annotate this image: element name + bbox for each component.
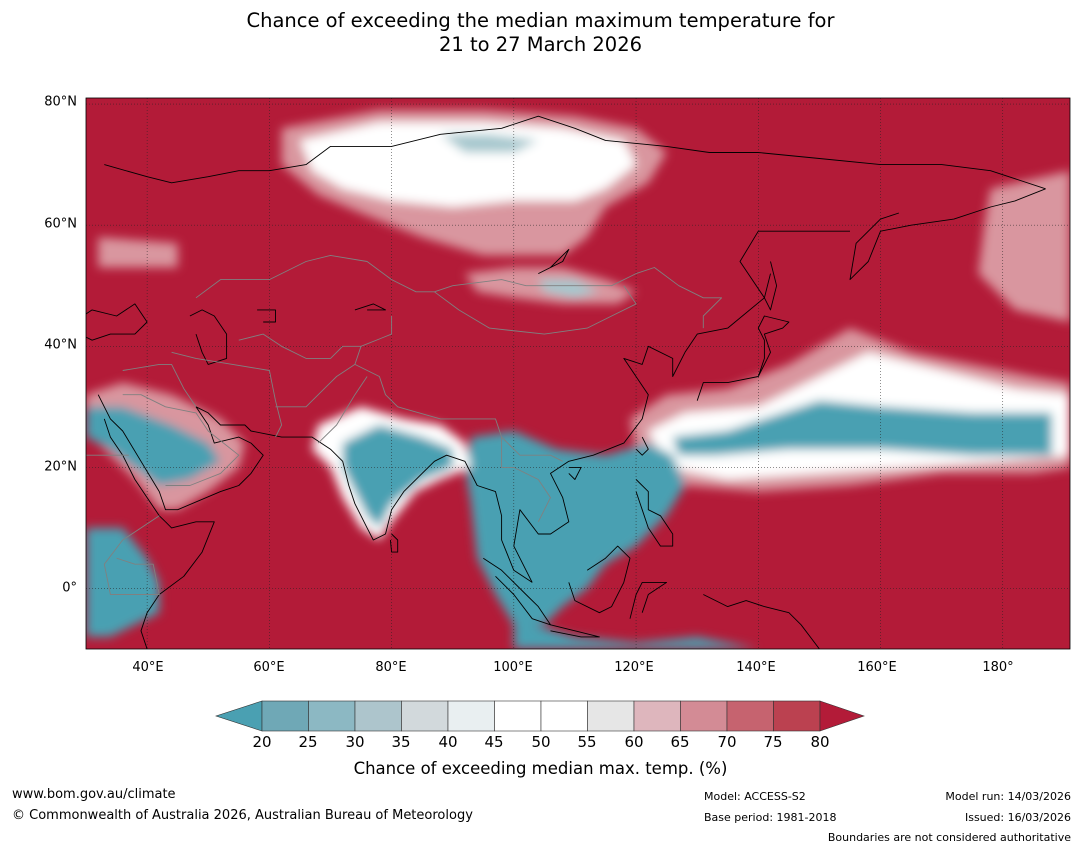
coastline-java: [550, 624, 600, 638]
lon-label-160e: 160°E: [857, 660, 897, 675]
region-mongolia-cool: [538, 279, 600, 298]
lon-label-100e: 100°E: [493, 660, 533, 675]
region-south-china-sea: [464, 431, 685, 625]
border-arabia: [122, 394, 240, 486]
colorbar-extend-low: [215, 700, 263, 732]
border-russia-kazakhstan: [195, 254, 435, 299]
colorbar-tick: 55: [577, 733, 597, 751]
lat-label-equator: 0°: [62, 580, 77, 596]
border-mongolia-china: [434, 285, 637, 335]
coastline-baikal: [538, 248, 570, 275]
colorbar-swatch: [633, 700, 681, 732]
colorbar-tick: 20: [252, 733, 272, 751]
region-east-africa: [86, 527, 160, 637]
region-india-cool: [342, 425, 453, 528]
model-name: Model: ACCESS-S2: [704, 790, 806, 803]
coastline-hainan: [568, 466, 582, 480]
region-caspian-band: [98, 237, 178, 268]
colorbar-swatch: [773, 700, 821, 732]
coastline-okhotsk: [513, 230, 850, 583]
colorbar-swatch: [680, 700, 728, 732]
coastline-taiwan: [635, 436, 649, 456]
region-sumatra-java: [513, 618, 759, 649]
colorbar-swatch: [401, 700, 449, 732]
lon-label-140e: 140°E: [736, 660, 776, 675]
lon-label-60e: 60°E: [253, 660, 285, 675]
lat-label-60n: 60°N: [44, 216, 77, 232]
border-central-asia: [238, 333, 361, 359]
colorbar-swatch: [308, 700, 356, 732]
chart-title: Chance of exceeding the median maximum t…: [0, 9, 1081, 57]
colorbar-tick: 80: [810, 733, 830, 751]
map-frame: [85, 97, 1071, 650]
border-afghan-pak: [275, 364, 356, 408]
colorbar-extend-high: [819, 700, 865, 732]
coastline-malay: [97, 394, 533, 583]
coastline-sulawesi: [629, 581, 668, 619]
colorbar-label: Chance of exceeding median max. temp. (%…: [353, 759, 728, 778]
colorbar-tick: 25: [298, 733, 318, 751]
coastline-sakhalin: [763, 261, 778, 311]
coastline-japan: [696, 315, 790, 401]
lon-label-180: 180°: [982, 660, 1014, 675]
border-se-asia: [501, 437, 551, 523]
border-iran: [171, 351, 283, 438]
region-siberia-cool: [440, 134, 539, 153]
border-africa: [103, 515, 160, 595]
boundaries-disclaimer: Boundaries are not considered authoritat…: [827, 831, 1071, 844]
website-link[interactable]: www.bom.gov.au/climate: [12, 787, 176, 802]
colorbar-swatch: [261, 700, 309, 732]
region-siberia-neutral: [299, 122, 637, 207]
coastline-pacific: [849, 188, 1046, 281]
coastline-caspian: [189, 309, 228, 365]
colorbar-tick: 50: [531, 733, 551, 751]
coastline-arctic: [104, 115, 1046, 190]
coastline-balkhash: [354, 303, 386, 311]
title-line-1: Chance of exceeding the median maximum t…: [246, 9, 835, 32]
colorbar-swatch: [494, 700, 542, 732]
colorbar-tick: 75: [763, 733, 783, 751]
coastline-philippines: [635, 479, 674, 547]
border-iraq-syria: [122, 363, 197, 408]
colorbar-swatch: [540, 700, 588, 732]
colorbar-tick: 65: [670, 733, 690, 751]
colorbar-swatch: [726, 700, 774, 732]
region-arabia-cool: [86, 406, 221, 486]
region-pacific-cool: [672, 400, 1052, 456]
lon-label-80e: 80°E: [375, 660, 407, 675]
coastline-borneo: [568, 545, 631, 614]
base-period: Base period: 1981-2018: [704, 811, 837, 824]
border-russia-mongolia: [434, 273, 637, 293]
colorbar-swatch: [447, 700, 495, 732]
coastline-sumatra: [483, 557, 551, 626]
region-far-east-halo: [978, 170, 1070, 322]
border-china-central-asia: [354, 316, 563, 462]
lat-label-40n: 40°N: [44, 337, 77, 353]
colorbar-swatch: [354, 700, 402, 732]
lon-label-40e: 40°E: [132, 660, 164, 675]
title-line-2: 21 to 27 March 2026: [438, 33, 643, 56]
colorbar-tick: 30: [345, 733, 365, 751]
lat-label-20n: 20°N: [44, 459, 77, 475]
border-india-pak: [317, 376, 368, 444]
colorbar-tick: 45: [484, 733, 504, 751]
colorbar-tick: 40: [438, 733, 458, 751]
model-run-date: Model run: 14/03/2026: [945, 790, 1071, 803]
colorbar-tick: 60: [624, 733, 644, 751]
colorbar-tick: 35: [391, 733, 411, 751]
coastline-new-guinea: [703, 594, 820, 649]
coastline-aral: [257, 309, 276, 323]
coastline-sri-lanka: [389, 533, 399, 553]
colorbar-swatch: [587, 700, 635, 732]
issued-date: Issued: 16/03/2026: [964, 811, 1071, 824]
colorbar-tick: 70: [717, 733, 737, 751]
lon-label-120e: 120°E: [614, 660, 654, 675]
coastline-africa: [140, 521, 215, 649]
lat-label-80n: 80°N: [44, 94, 77, 110]
border-russia-china: [635, 267, 723, 329]
coastline-black-sea: [86, 303, 148, 341]
copyright-text: © Commonwealth of Australia 2026, Austra…: [12, 808, 473, 823]
